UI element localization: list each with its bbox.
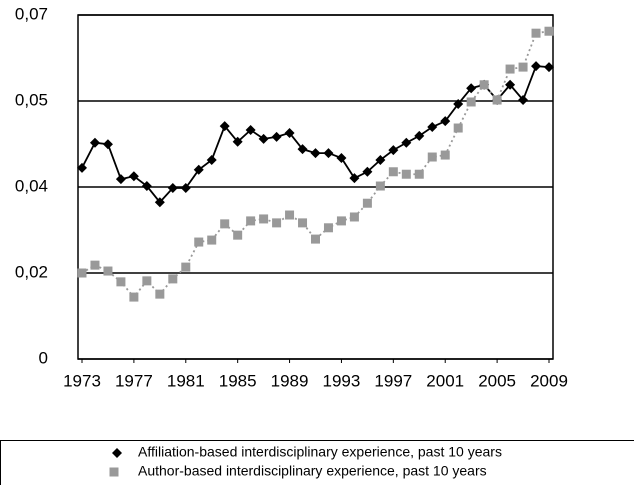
diamond-marker [141,181,152,192]
square-marker [505,64,515,74]
x-tick-label: 1985 [219,371,257,390]
square-marker [259,214,269,224]
diamond-marker [193,164,204,175]
diamond-marker [128,171,139,182]
y-tick-label: 0,05 [15,90,48,109]
diamond-marker [414,130,425,141]
x-tick-label: 1977 [115,371,153,390]
series-line [81,65,550,204]
diamond-marker [518,95,529,106]
square-marker [220,219,230,229]
square-marker [246,216,256,226]
square-marker [155,289,165,299]
diamond-marker [544,62,554,73]
square-marker [544,26,554,36]
square-marker [142,276,152,286]
square-marker [427,152,437,162]
diamond-marker [505,79,516,90]
series-line [81,30,550,299]
x-tick-label: 2001 [426,371,464,390]
x-tick-label: 1973 [63,371,101,390]
square-marker [272,218,282,228]
diamond-marker [336,153,347,164]
diamond-marker [297,144,308,155]
diamond-marker [102,139,113,150]
square-marker [168,274,178,284]
square-marker [414,169,424,179]
square-marker [298,218,308,228]
legend-label: Affiliation-based interdisciplinary expe… [138,444,502,460]
x-tick-label: 1981 [167,371,205,390]
square-marker [90,260,100,270]
diamond-marker [180,182,191,193]
square-marker [181,262,191,272]
square-marker [323,223,333,233]
diamond-marker [388,145,399,156]
legend-label: Author-based interdisciplinary experienc… [138,463,487,479]
diamond-marker [453,98,464,109]
square-marker [466,97,476,107]
square-marker [479,80,489,90]
square-marker [207,235,217,245]
square-marker [375,181,385,191]
square-marker [349,212,359,222]
square-marker [103,266,113,276]
diamond-marker [167,182,178,193]
x-tick-label: 2005 [478,371,516,390]
square-marker [336,216,346,226]
y-tick-label: 0,04 [15,176,48,195]
x-tick-label: 2009 [530,371,568,390]
square-marker [492,95,502,105]
diamond-marker [154,197,165,208]
square-marker [401,169,411,179]
y-tick-label: 0 [39,348,48,367]
diamond-marker [531,61,542,72]
square-marker [531,28,541,38]
diamond-marker [219,121,230,132]
diamond-marker [349,173,360,184]
square-marker [129,292,139,302]
diamond-marker [112,448,122,458]
diamond-marker [115,174,126,185]
diamond-marker [466,83,477,94]
square-marker [77,268,87,278]
x-tick-label: 1993 [323,371,361,390]
diamond-marker [245,124,256,135]
diamond-marker [375,154,386,165]
diamond-marker [77,162,87,173]
square-marker [109,467,119,477]
diamond-marker [362,166,373,177]
diamond-marker [232,136,243,147]
x-tick-label: 1989 [271,371,309,390]
diamond-marker [258,133,269,144]
square-marker [440,150,450,160]
square-marker [362,198,372,208]
square-marker [453,123,463,133]
square-marker [285,210,295,220]
diamond-marker [271,131,282,142]
y-tick-label: 0,07 [15,4,48,23]
square-marker [311,234,320,244]
y-tick-label: 0,02 [15,262,48,281]
diamond-marker [284,127,295,138]
square-marker [518,62,528,72]
square-marker [388,167,398,177]
diamond-marker [89,137,100,148]
diamond-marker [323,148,334,159]
diamond-marker [310,148,321,159]
legend-box [0,440,634,485]
diamond-marker [206,154,217,165]
x-tick-label: 1997 [374,371,412,390]
square-marker [194,237,204,247]
diamond-marker [401,137,412,148]
diamond-marker [427,122,438,133]
diamond-marker [440,116,451,127]
square-marker [116,277,126,287]
square-marker [233,230,243,240]
